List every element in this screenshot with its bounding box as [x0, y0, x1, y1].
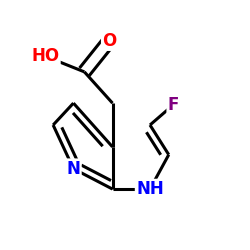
Text: NH: NH	[136, 180, 164, 198]
Text: N: N	[66, 160, 80, 178]
Text: F: F	[168, 96, 179, 114]
Text: HO: HO	[31, 47, 60, 65]
Text: O: O	[102, 32, 117, 50]
